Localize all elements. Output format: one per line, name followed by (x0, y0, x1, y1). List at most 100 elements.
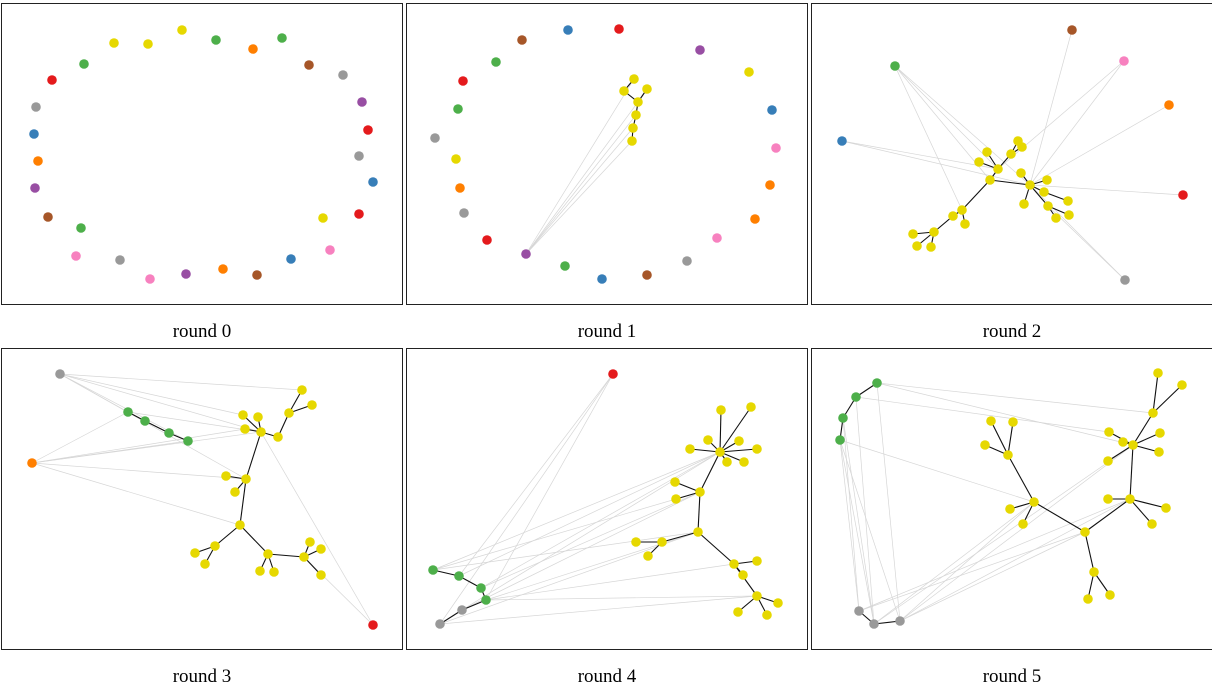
cross-edge (894, 65, 1031, 186)
graph-node (1025, 180, 1035, 190)
tree-edge (1084, 531, 1095, 573)
graph-node (459, 208, 469, 218)
graph-node (1089, 567, 1099, 577)
tree-edge (699, 451, 721, 493)
graph-node (703, 435, 713, 445)
cross-edge (899, 498, 1131, 622)
cross-edge (432, 451, 721, 571)
cross-edge (839, 439, 860, 612)
graph-node (109, 38, 119, 48)
cross-edge (839, 439, 875, 625)
graph-node (318, 213, 328, 223)
cross-edge (525, 127, 634, 255)
cross-edge (439, 595, 758, 625)
graph-node (1128, 440, 1138, 450)
graph-node (316, 570, 326, 580)
graph-node (453, 104, 463, 114)
graph-node (181, 269, 191, 279)
graph-node (230, 487, 240, 497)
graph-panel-round-4 (406, 348, 808, 650)
graph-node (1155, 428, 1165, 438)
graph-panel-round-5 (811, 348, 1212, 650)
graph-node (693, 527, 703, 537)
graph-node (560, 261, 570, 271)
graph-node (1067, 25, 1077, 35)
caption-round-4: round 4 (577, 666, 637, 687)
graph-node (221, 471, 231, 481)
graph-node (190, 548, 200, 558)
tree-edge (719, 448, 758, 453)
graph-node (670, 477, 680, 487)
graph-node (657, 537, 667, 547)
cross-edge (31, 428, 246, 464)
graph-node (145, 274, 155, 284)
cross-edge (525, 140, 633, 255)
graph-node (123, 407, 133, 417)
graph-node (1005, 504, 1015, 514)
graph-node (643, 551, 653, 561)
graph-node (628, 123, 638, 133)
graph-node (835, 435, 845, 445)
graph-node (316, 544, 326, 554)
graph-node (1003, 450, 1013, 460)
cross-edge (1029, 104, 1170, 186)
tree-edge (1033, 501, 1086, 533)
graph-node (563, 25, 573, 35)
cross-edge (997, 60, 1125, 170)
graph-svg-round-0 (29, 25, 378, 284)
graph-node (1018, 519, 1028, 529)
graph-node (183, 436, 193, 446)
tree-edge (245, 431, 262, 480)
graph-node (715, 447, 725, 457)
cross-edge (525, 101, 639, 255)
tree-edge (661, 531, 699, 543)
cross-edge (485, 373, 614, 601)
cross-edge (873, 501, 1035, 625)
graph-node (269, 567, 279, 577)
graph-node (627, 136, 637, 146)
graph-node (631, 110, 641, 120)
caption-round-2: round 2 (982, 321, 1042, 342)
graph-node (1147, 519, 1157, 529)
cross-edge (1029, 184, 1184, 196)
graph-node (993, 164, 1003, 174)
graph-node (1016, 168, 1026, 178)
graph-node (457, 605, 467, 615)
graph-node (1125, 494, 1135, 504)
graph-node (908, 229, 918, 239)
graph-node (752, 444, 762, 454)
graph-node (986, 416, 996, 426)
graph-node (1043, 201, 1053, 211)
tree-edge (990, 420, 1009, 456)
cross-edge (59, 373, 244, 416)
graph-node (517, 35, 527, 45)
tree-edge (719, 409, 722, 453)
cross-edge (458, 451, 721, 577)
cross-edge (127, 411, 262, 433)
cross-edge (839, 439, 901, 622)
graph-node (455, 183, 465, 193)
graph-svg-round-3 (27, 369, 378, 630)
cross-edge (1029, 184, 1126, 281)
graph-node (633, 97, 643, 107)
graph-node (752, 591, 762, 601)
tree-edge (733, 563, 758, 597)
tree-edge (1084, 498, 1131, 533)
cross-edge (31, 431, 262, 464)
graph-node (55, 369, 65, 379)
cross-edge (855, 396, 1110, 433)
graph-node (869, 619, 879, 629)
graph-node (739, 457, 749, 467)
graph-node (980, 440, 990, 450)
tree-edge (1129, 444, 1134, 500)
graph-node (619, 86, 629, 96)
graph-node (682, 256, 692, 266)
graph-node (200, 559, 210, 569)
graph-node (890, 61, 900, 71)
graph-node (1017, 142, 1027, 152)
graph-node (277, 33, 287, 43)
graph-node (30, 183, 40, 193)
graph-node (307, 400, 317, 410)
cross-edge (439, 373, 614, 625)
graph-node (733, 607, 743, 617)
